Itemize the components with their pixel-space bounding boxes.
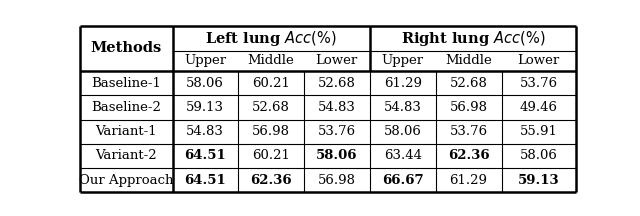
Text: Right lung $Acc(\%)$: Right lung $Acc(\%)$	[401, 29, 545, 48]
Text: 58.06: 58.06	[316, 149, 357, 162]
Text: Left lung $Acc(\%)$: Left lung $Acc(\%)$	[205, 29, 337, 48]
Text: 54.83: 54.83	[186, 125, 224, 138]
Text: 52.68: 52.68	[450, 77, 488, 90]
Text: Middle: Middle	[445, 54, 492, 67]
Text: 53.76: 53.76	[317, 125, 356, 138]
Text: 59.13: 59.13	[518, 174, 559, 187]
Text: 63.44: 63.44	[383, 149, 422, 162]
Text: Middle: Middle	[247, 54, 294, 67]
Text: 53.76: 53.76	[520, 77, 558, 90]
Text: 55.91: 55.91	[520, 125, 557, 138]
Text: 60.21: 60.21	[252, 149, 290, 162]
Text: Baseline-1: Baseline-1	[92, 77, 161, 90]
Text: 59.13: 59.13	[186, 101, 224, 114]
Text: 54.83: 54.83	[317, 101, 356, 114]
Text: 66.67: 66.67	[382, 174, 424, 187]
Text: Upper: Upper	[184, 54, 227, 67]
Text: 58.06: 58.06	[186, 77, 224, 90]
Text: 52.68: 52.68	[252, 101, 290, 114]
Text: 58.06: 58.06	[384, 125, 422, 138]
Text: 49.46: 49.46	[520, 101, 558, 114]
Text: 54.83: 54.83	[384, 101, 422, 114]
Text: Methods: Methods	[91, 41, 162, 56]
Text: Baseline-2: Baseline-2	[92, 101, 161, 114]
Text: 56.98: 56.98	[252, 125, 290, 138]
Text: 60.21: 60.21	[252, 77, 290, 90]
Text: Upper: Upper	[381, 54, 424, 67]
Text: 62.36: 62.36	[448, 149, 490, 162]
Text: Our Approach: Our Approach	[79, 174, 173, 187]
Text: Variant-2: Variant-2	[95, 149, 157, 162]
Text: 61.29: 61.29	[383, 77, 422, 90]
Text: 56.98: 56.98	[450, 101, 488, 114]
Text: Variant-1: Variant-1	[95, 125, 157, 138]
Text: 52.68: 52.68	[317, 77, 356, 90]
Text: Lower: Lower	[316, 54, 358, 67]
Text: 62.36: 62.36	[250, 174, 292, 187]
Text: Lower: Lower	[518, 54, 560, 67]
Text: 58.06: 58.06	[520, 149, 557, 162]
Text: 61.29: 61.29	[450, 174, 488, 187]
Text: 53.76: 53.76	[449, 125, 488, 138]
Text: 64.51: 64.51	[184, 174, 226, 187]
Text: 64.51: 64.51	[184, 149, 226, 162]
Text: 56.98: 56.98	[317, 174, 356, 187]
